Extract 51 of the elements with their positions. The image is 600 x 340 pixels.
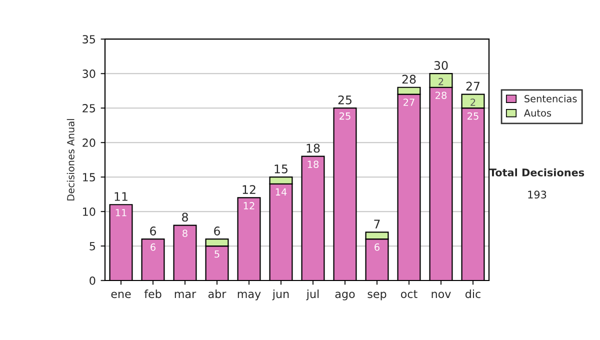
data-label: 14	[276, 188, 287, 196]
x-tick-label: jul	[306, 290, 319, 300]
x-tick-label: ago	[335, 292, 355, 300]
data-label: 18	[308, 160, 319, 168]
total-label: 27	[466, 82, 480, 90]
data-label: 8	[182, 230, 188, 237]
x-tick-label: oct	[400, 290, 418, 298]
legend-label: Sentencias	[524, 94, 577, 102]
text: Total Decisiones	[489, 168, 584, 176]
y-tick-label: 20	[82, 138, 96, 147]
data-label: 11	[116, 209, 126, 216]
data-label: 25	[340, 112, 350, 120]
x-tick-label: nov	[432, 292, 451, 298]
y-tick-label: 15	[83, 173, 95, 182]
y-tick-label: 10	[83, 208, 96, 216]
data-label: 12	[244, 202, 254, 210]
total-label: 30	[434, 60, 448, 70]
data-label: 5	[214, 250, 220, 258]
x-tick-label: may	[238, 292, 261, 300]
x-tick-label: abr	[208, 290, 226, 298]
data-label: 2	[438, 78, 444, 86]
total-label: 28	[402, 74, 416, 84]
text: 193	[528, 190, 546, 199]
y-tick-label: 5	[90, 242, 95, 250]
x-tick-label: jun	[272, 290, 289, 300]
y-tick-label: 25	[82, 104, 95, 112]
total-label: 15	[274, 164, 288, 174]
x-tick-label: ene	[111, 292, 131, 298]
data-label: 25	[468, 112, 478, 120]
total-label: 6	[150, 226, 156, 236]
total-label: 25	[338, 95, 352, 104]
x-tick-label: feb	[144, 290, 162, 298]
total-label: 6	[214, 226, 220, 236]
data-label: 27	[404, 98, 414, 106]
y-axis-title: Decisiones Anual	[66, 119, 74, 200]
data-label: 6	[150, 243, 156, 251]
y-tick-label: 35	[82, 35, 95, 44]
total-label: 11	[114, 192, 128, 201]
total-label: 12	[242, 185, 256, 194]
total-label: 18	[306, 144, 320, 153]
y-tick-label: 30	[82, 70, 96, 78]
total-label: 7	[374, 220, 380, 228]
total-label: 8	[182, 212, 188, 222]
data-label: 2	[470, 98, 476, 106]
x-tick-label: mar	[174, 292, 196, 298]
legend-label: Autos	[524, 109, 552, 117]
data-label: 6	[374, 243, 380, 251]
x-tick-label: dic	[465, 290, 480, 298]
x-tick-label: sep	[368, 292, 386, 300]
y-tick-label: 0	[90, 276, 96, 285]
data-label: 28	[436, 92, 447, 100]
